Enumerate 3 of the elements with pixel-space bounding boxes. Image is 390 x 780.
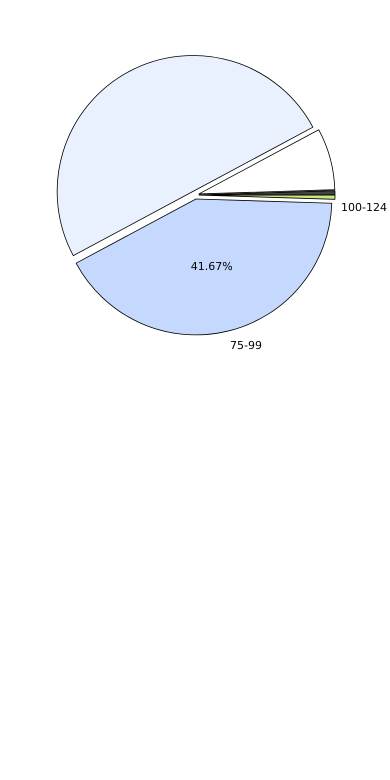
data-label: 41.67% [190,260,233,273]
slice-label: 75-99 [230,339,262,352]
slice-label: 100-124 [341,201,387,214]
